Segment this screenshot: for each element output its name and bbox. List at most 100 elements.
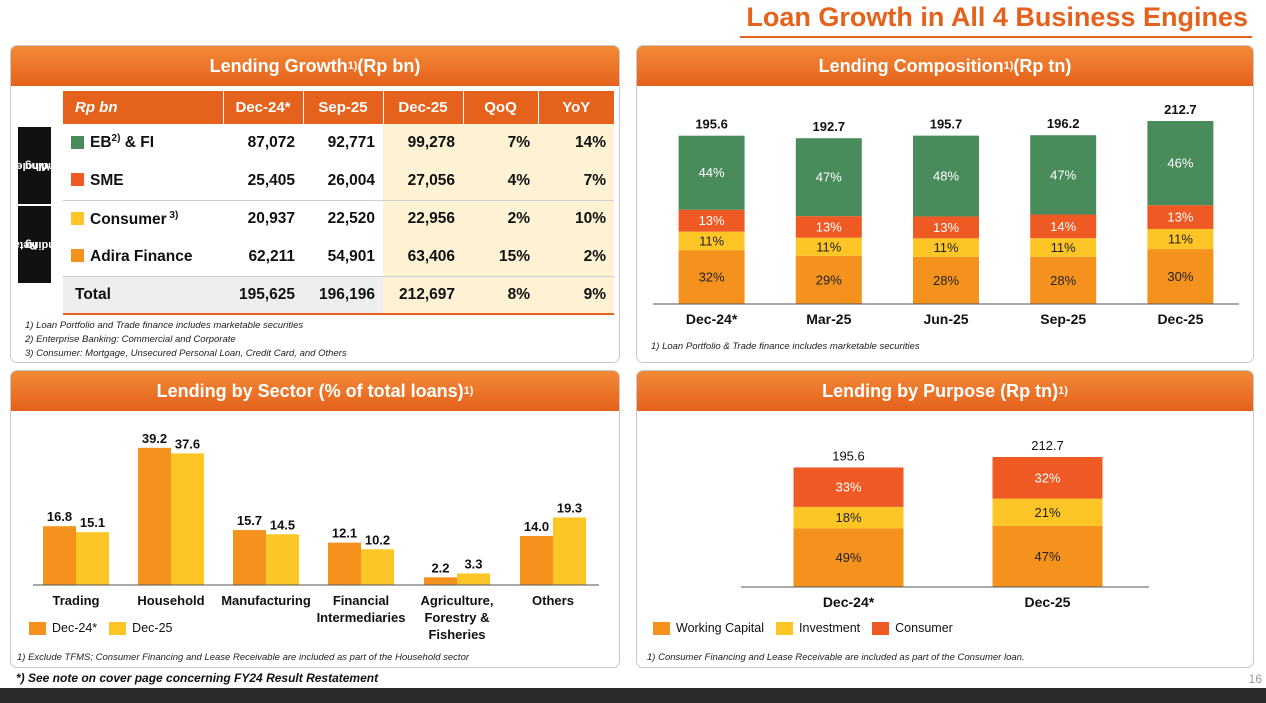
row-label: Consumer 3) xyxy=(63,200,223,238)
sector-bar xyxy=(553,517,586,585)
sector-footnote: 1) Exclude TFMS; Consumer Financing and … xyxy=(17,652,470,663)
table-header-row: Rp bn Dec-24* Sep-25 Dec-25 QoQ YoY xyxy=(63,91,614,124)
col-header-qoq: QoQ xyxy=(463,91,539,124)
lending-growth-title: Lending Growth xyxy=(209,55,348,76)
bar-segment xyxy=(1030,238,1097,257)
lending-composition-chart: 32% 11% 13% 44% 195.6 Dec-24* 29% 11% 13% 47% 192.… xyxy=(653,102,1239,327)
bar-value-label: 14.0 xyxy=(524,519,549,534)
cell-dec25: 22,956 xyxy=(383,200,463,238)
row-label: Adira Finance xyxy=(63,238,223,277)
bar-value-label: 10.2 xyxy=(365,532,390,547)
lending-sector-header: Lending by Sector (% of total loans) 1) xyxy=(11,371,619,411)
bar-value-label: 39.2 xyxy=(142,431,167,446)
lending-sector-chart: 16.8 15.1 Trading 39.2 37.6 Household 15.7 14.5… xyxy=(33,431,599,641)
bar-segment xyxy=(678,250,745,304)
segment-label: 46% xyxy=(1167,156,1193,171)
category-label: Intermediaries xyxy=(317,610,406,625)
page-number: 16 xyxy=(1248,672,1262,686)
segment-label: 11% xyxy=(1051,240,1076,255)
table-row: SME 25,405 26,004 27,056 4% 7% xyxy=(63,162,614,201)
lending-sector-panel: Lending by Sector (% of total loans) 1) 1… xyxy=(10,370,620,668)
cell-sep25: 92,771 xyxy=(327,134,375,151)
category-label: Fisheries xyxy=(428,627,485,641)
retail-lending-label: Retail Lending xyxy=(11,206,68,283)
category-label: Jun-25 xyxy=(923,311,968,327)
bar-segment xyxy=(678,135,745,210)
col-header-dec25: Dec-25 xyxy=(383,91,464,124)
cell-dec24: 87,072 xyxy=(247,134,295,151)
category-label: Forestry & xyxy=(424,610,489,625)
cell-sep25: 26,004 xyxy=(303,162,383,201)
segment-label: 32% xyxy=(1034,470,1060,485)
lending-composition-title-unit: (Rp tn) xyxy=(1013,55,1072,76)
bar-segment xyxy=(795,255,862,304)
segment-label: 11% xyxy=(699,233,724,248)
lending-purpose-panel: Lending by Purpose (Rp tn) 1) 49% 18% 33% 19… xyxy=(636,370,1254,668)
cell-sep25: 54,901 xyxy=(303,238,383,277)
cell-dec24: 62,211 xyxy=(223,238,303,277)
col-header-label: Rp bn xyxy=(63,91,224,124)
total-sep25: 196,196 xyxy=(303,276,383,315)
table-row: Adira Finance 62,211 54,901 63,406 15% 2… xyxy=(63,238,614,277)
title-underline xyxy=(740,36,1252,38)
sector-bar xyxy=(361,549,394,585)
bar-value-label: 37.6 xyxy=(175,436,200,451)
segment-label: 28% xyxy=(1050,273,1076,288)
category-label: Household xyxy=(137,593,204,608)
category-label: Dec-24* xyxy=(823,594,875,610)
total-label: 212.7 xyxy=(1031,438,1064,453)
bar-value-label: 15.1 xyxy=(80,515,105,530)
bar-segment xyxy=(992,525,1103,587)
segment-label: 11% xyxy=(933,240,958,255)
segment-label: 28% xyxy=(933,273,959,288)
page-title: Loan Growth in All 4 Business Engines xyxy=(746,2,1248,32)
total-dec24: 195,625 xyxy=(223,276,303,315)
bar-segment xyxy=(913,238,979,257)
segment-label: 14% xyxy=(1050,219,1076,234)
total-label: 195.6 xyxy=(832,448,865,463)
legend-swatch xyxy=(71,211,84,225)
sector-bar xyxy=(138,447,171,585)
segment-label: 11% xyxy=(816,239,841,254)
legend-swatch xyxy=(653,621,670,635)
lending-growth-table: Rp bn Dec-24* Sep-25 Dec-25 QoQ YoY EB2)… xyxy=(63,91,614,315)
total-dec25: 212,697 xyxy=(383,276,463,315)
cell-yoy: 10% xyxy=(538,200,614,238)
bar-value-label: 3.3 xyxy=(464,556,482,571)
bar-value-label: 12.1 xyxy=(332,526,357,541)
cell-dec25: 99,278 xyxy=(383,124,463,162)
lending-composition-header: Lending Composition 1) (Rp tn) xyxy=(637,46,1253,86)
bottom-bar xyxy=(0,688,1266,703)
table-row: EB2) & FI 87,072 92,771 99,278 7% 14% xyxy=(63,124,614,162)
category-label: Others xyxy=(532,593,574,608)
restatement-note: *) See note on cover page concerning FY2… xyxy=(16,671,379,685)
col-header-yoy: YoY xyxy=(538,91,614,124)
total-qoq: 8% xyxy=(463,276,538,315)
segment-label: 32% xyxy=(699,270,725,285)
bar-segment xyxy=(913,135,979,217)
total-yoy: 9% xyxy=(538,276,614,315)
segment-label: 47% xyxy=(1050,167,1076,182)
purpose-footnote: 1) Consumer Financing and Lease Receivab… xyxy=(647,652,1025,663)
segment-label: 48% xyxy=(933,169,959,184)
bar-segment xyxy=(1147,249,1214,304)
col-header-sep25: Sep-25 xyxy=(303,91,384,124)
category-label: Sep-25 xyxy=(1040,311,1086,327)
legend-swatch xyxy=(872,621,890,635)
category-label: Agriculture, xyxy=(421,593,494,608)
category-label: Dec-25 xyxy=(1025,594,1071,610)
cell-dec24: 20,937 xyxy=(247,210,295,228)
total-label: Total xyxy=(63,276,223,315)
segment-label: 47% xyxy=(816,170,842,185)
bar-segment xyxy=(793,506,904,529)
legend-swatch xyxy=(776,621,794,635)
cell-dec25: 63,406 xyxy=(383,238,463,277)
segment-label: 18% xyxy=(835,510,861,525)
sector-legend: Dec-24* Dec-25 xyxy=(29,621,184,635)
legend-item-investment: Investment xyxy=(776,621,860,635)
bar-segment xyxy=(992,457,1103,499)
bar-segment xyxy=(1030,214,1097,239)
segment-label: 13% xyxy=(1167,210,1193,225)
lending-composition-title: Lending Composition xyxy=(818,55,1004,76)
segment-label: 13% xyxy=(699,213,725,228)
